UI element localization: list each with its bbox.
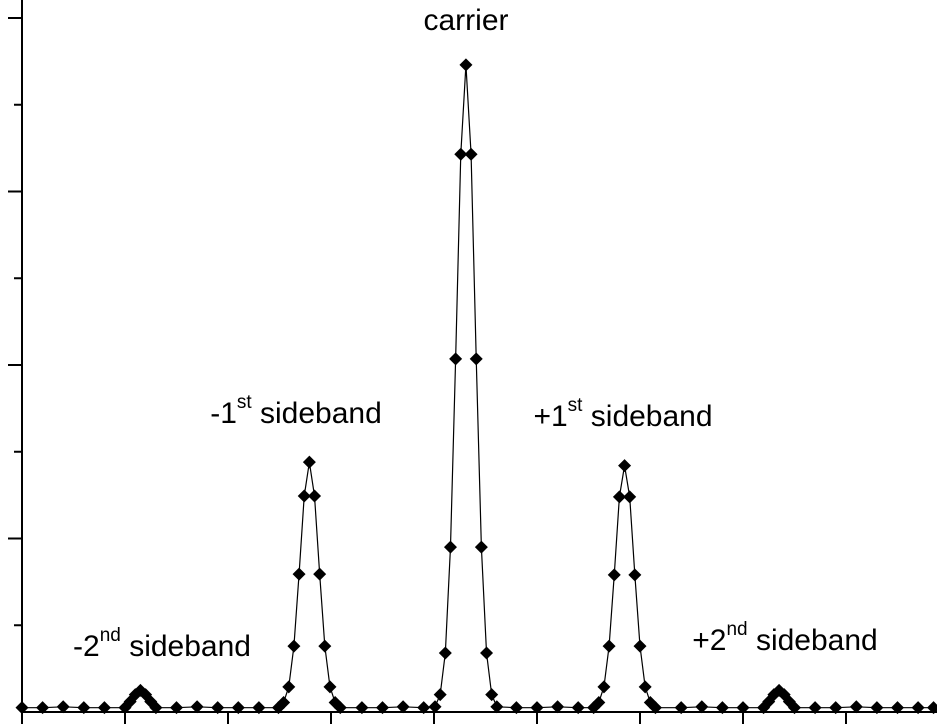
data-point — [474, 540, 488, 554]
data-point — [618, 459, 632, 473]
annotation-rest: sideband — [582, 400, 712, 433]
data-point — [485, 688, 499, 702]
data-point — [417, 701, 431, 715]
data-point — [318, 639, 332, 653]
annotation-text: -2 — [73, 630, 100, 663]
data-point — [277, 695, 291, 709]
data-point — [170, 701, 183, 715]
data-point — [282, 680, 296, 694]
annotation: -1st sideband — [210, 392, 382, 430]
data-point — [252, 701, 266, 715]
data-point — [443, 540, 457, 554]
data-point — [308, 489, 322, 503]
annotation-sup: st — [568, 395, 584, 416]
annotation-text: +1 — [533, 400, 567, 433]
data-point — [313, 567, 327, 581]
data-point — [190, 700, 204, 714]
data-point — [602, 639, 616, 653]
data-point — [302, 455, 316, 469]
data-point — [459, 58, 473, 72]
data-point — [870, 701, 884, 715]
data-point — [638, 680, 652, 694]
data-point — [428, 700, 442, 714]
data-point — [571, 701, 585, 715]
data-point — [355, 701, 369, 715]
annotation: +1st sideband — [533, 395, 712, 433]
data-point — [464, 147, 478, 161]
data-point — [454, 147, 468, 161]
data-point — [97, 701, 111, 715]
data-point — [674, 701, 688, 715]
data-point — [323, 680, 337, 694]
data-point — [509, 701, 523, 715]
annotation-sup: nd — [100, 625, 121, 646]
data-point — [633, 639, 647, 653]
data-point — [469, 352, 483, 366]
data-point — [530, 701, 544, 715]
data-point — [287, 639, 301, 653]
data-point — [77, 701, 91, 715]
data-point — [551, 700, 565, 714]
data-point — [376, 701, 389, 715]
data-point — [297, 489, 311, 503]
data-point — [736, 701, 750, 715]
data-point — [396, 700, 410, 714]
annotation-sup: st — [237, 392, 253, 413]
data-point — [211, 701, 225, 715]
data-point — [597, 680, 611, 694]
data-point — [788, 701, 801, 715]
annotation-rest: sideband — [252, 397, 382, 430]
annotation-rest: sideband — [748, 624, 878, 657]
data-point — [911, 701, 925, 715]
annotation-rest: sideband — [121, 630, 251, 663]
data-point — [149, 701, 163, 715]
data-point — [333, 701, 347, 715]
annotation: +2nd sideband — [692, 619, 877, 657]
data-point — [480, 646, 494, 660]
data-point — [592, 695, 606, 709]
data-point — [648, 701, 662, 715]
data-point — [438, 646, 452, 660]
data-point — [628, 568, 642, 582]
annotation: -2nd sideband — [73, 625, 251, 663]
data-point — [715, 701, 729, 715]
data-point — [607, 568, 621, 582]
data-point — [36, 701, 50, 715]
data-point — [623, 490, 637, 504]
data-point — [490, 700, 504, 714]
annotation: carrier — [423, 4, 508, 37]
data-point — [56, 700, 70, 714]
data-point — [808, 701, 822, 715]
data-point — [231, 701, 245, 715]
data-point — [829, 701, 843, 715]
annotation-sup: nd — [726, 619, 747, 640]
annotation-text: +2 — [692, 624, 726, 657]
data-point — [15, 701, 29, 715]
data-point — [849, 700, 863, 714]
data-point — [612, 490, 626, 504]
annotation-text: -1 — [210, 397, 237, 430]
annotation-text: carrier — [423, 4, 508, 37]
data-point — [449, 352, 463, 366]
data-point — [695, 700, 709, 714]
data-point — [927, 701, 937, 715]
data-point — [292, 567, 306, 581]
data-point — [433, 688, 447, 702]
data-point — [891, 701, 904, 715]
data-line — [22, 64, 934, 709]
